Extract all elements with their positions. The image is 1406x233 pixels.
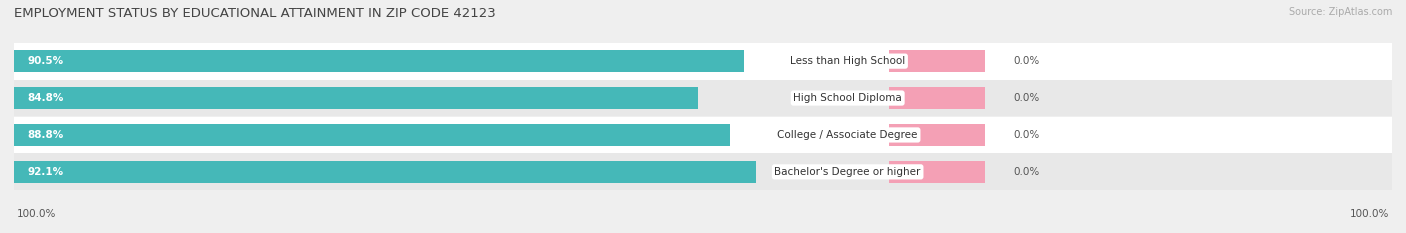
Bar	[14, 87, 697, 109]
Text: College / Associate Degree: College / Associate Degree	[778, 130, 918, 140]
Text: 92.1%: 92.1%	[28, 167, 63, 177]
Bar	[14, 161, 756, 183]
Text: 88.8%: 88.8%	[28, 130, 65, 140]
Text: Less than High School: Less than High School	[790, 56, 905, 66]
Bar	[14, 124, 730, 146]
Text: 100.0%: 100.0%	[17, 209, 56, 219]
Bar	[889, 161, 986, 183]
Bar	[14, 43, 1392, 80]
Text: High School Diploma: High School Diploma	[793, 93, 903, 103]
Text: 0.0%: 0.0%	[1014, 56, 1039, 66]
Text: 0.0%: 0.0%	[1014, 167, 1039, 177]
Bar	[14, 80, 1392, 116]
Bar	[14, 153, 1392, 190]
Bar	[889, 50, 986, 72]
Text: Bachelor's Degree or higher: Bachelor's Degree or higher	[775, 167, 921, 177]
Bar	[14, 50, 744, 72]
Text: Source: ZipAtlas.com: Source: ZipAtlas.com	[1288, 7, 1392, 17]
Text: 100.0%: 100.0%	[1350, 209, 1389, 219]
Bar	[889, 124, 986, 146]
Text: 0.0%: 0.0%	[1014, 130, 1039, 140]
Text: 84.8%: 84.8%	[28, 93, 65, 103]
Bar	[889, 87, 986, 109]
Text: 90.5%: 90.5%	[28, 56, 63, 66]
Text: 0.0%: 0.0%	[1014, 93, 1039, 103]
Text: EMPLOYMENT STATUS BY EDUCATIONAL ATTAINMENT IN ZIP CODE 42123: EMPLOYMENT STATUS BY EDUCATIONAL ATTAINM…	[14, 7, 496, 20]
Bar	[14, 116, 1392, 153]
